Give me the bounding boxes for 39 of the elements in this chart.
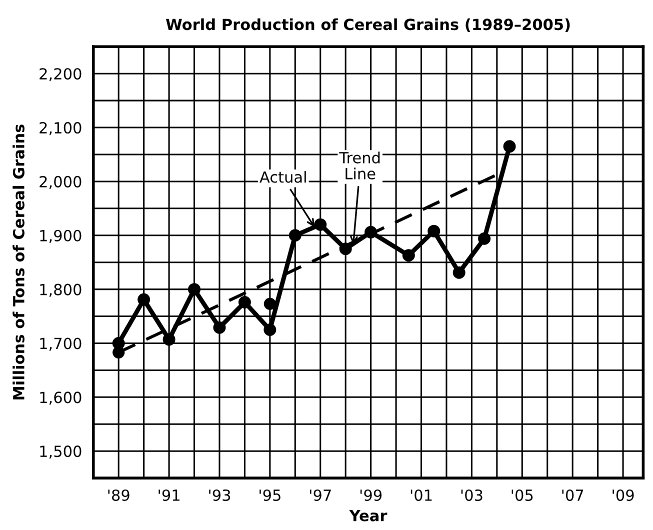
point	[213, 321, 226, 334]
y-tick-label: 1,900	[40, 230, 82, 243]
x-tick-label: '99	[360, 489, 382, 501]
x-axis-title: Year	[349, 510, 388, 522]
y-tick-label: 1,600	[40, 392, 82, 405]
point	[238, 296, 251, 309]
y-tick-label: 2,200	[40, 68, 82, 82]
x-tick-label: '01	[410, 489, 432, 501]
x-tick-label: '05	[512, 489, 533, 501]
y-tick-label: 1,700	[40, 338, 82, 351]
y-tick-label: 1,500	[40, 446, 82, 459]
x-tick-label: '03	[461, 489, 482, 501]
x-tick-label: '97	[310, 489, 331, 501]
annotation: Trend Line	[339, 152, 380, 180]
y-axis-title: Millions of Tons of Cereal Grains	[12, 124, 24, 400]
x-tick-label: '93	[209, 489, 230, 501]
point	[264, 298, 276, 310]
chart-title: World Production of Cereal Grains (1989–2005)	[166, 18, 570, 32]
x-tick-label: '95	[260, 489, 280, 501]
point	[503, 140, 516, 153]
point	[112, 346, 125, 358]
x-tick-label: '89	[108, 489, 130, 501]
y-tick-label: 2,000	[40, 176, 82, 190]
annotation: Actual	[260, 170, 306, 183]
point	[314, 218, 327, 231]
x-tick-label: '07	[562, 489, 584, 501]
x-tick-label: '91	[158, 489, 180, 501]
point	[402, 249, 415, 262]
point	[452, 266, 466, 279]
point	[428, 224, 440, 238]
y-tick-label: 1,800	[40, 284, 82, 297]
point	[162, 333, 176, 346]
point	[478, 232, 491, 245]
point	[188, 283, 201, 296]
y-tick-label: 2,100	[40, 122, 82, 136]
point	[288, 229, 302, 242]
x-tick-label: '09	[612, 489, 634, 501]
point	[264, 324, 276, 336]
point	[138, 293, 150, 306]
